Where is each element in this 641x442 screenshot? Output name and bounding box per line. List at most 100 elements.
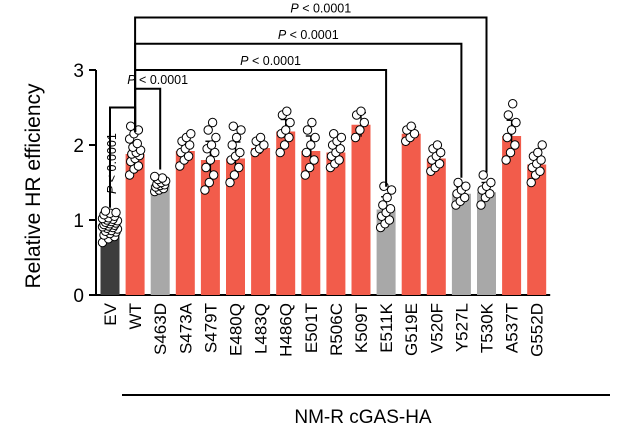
data-point [275,147,285,158]
data-point [305,162,315,173]
category-label: A537T [503,303,522,353]
category-label: WT [126,303,145,329]
data-point [227,140,237,150]
data-point [378,200,388,210]
category-label: E501T [302,303,321,353]
p-value-label: P < 0.0001 [127,73,188,87]
data-point [203,125,213,135]
data-point [207,117,218,128]
bar-g519e [401,133,421,295]
p-value-label: P < 0.0001 [240,54,301,68]
data-point [501,155,511,165]
axes: 0 1 2 3 [73,61,551,307]
category-label: EV [101,302,120,325]
y-tick-label: 0 [73,286,84,307]
bar-wt [125,154,145,295]
data-point [506,125,517,135]
bar-g552d [527,164,547,295]
bar-v520f [426,158,446,295]
data-point [302,125,313,135]
data-point [150,171,160,182]
data-point [503,110,513,120]
data-point [236,125,246,135]
data-point [234,162,244,173]
category-label: S463D [151,303,170,355]
data-points [97,99,547,248]
data-point [478,170,488,180]
p-value-label: P < 0.0001 [278,28,339,42]
category-label: G552D [528,303,547,357]
data-point [204,177,215,188]
y-axis-label: Relative HR efficiency [22,83,45,289]
data-point [510,140,520,150]
p-value-label: P < 0.0001 [105,133,119,194]
data-point [432,140,443,150]
category-label: G519E [402,303,421,356]
data-point [329,129,339,139]
bars [100,112,547,295]
y-tick-label: 2 [73,136,84,157]
data-point [231,132,242,143]
category-label: Y527L [452,303,471,352]
category-label: E480Q [227,303,246,356]
data-point [301,147,312,158]
data-point [225,177,235,188]
category-label: R506C [327,303,346,356]
data-point [526,177,536,188]
data-point [157,173,168,183]
significance-brackets: P < 0.0001 P < 0.0001 P < 0.0001 P < 0.0001… [105,2,488,208]
data-point [453,177,463,188]
category-label: V520F [427,303,446,353]
comparison-bracket [109,106,137,208]
data-point [200,185,210,195]
bar-s473a [175,151,195,295]
data-point [486,177,496,188]
data-point [206,140,217,150]
data-point [229,170,240,180]
data-point [356,106,366,116]
data-point [502,132,512,143]
data-point [359,117,369,128]
data-point [205,155,216,165]
category-label: H486Q [277,303,296,357]
data-point [279,140,290,150]
data-point [476,200,486,210]
data-point [461,181,471,191]
category-labels: EV WT S463D S473A S479T E480Q L483Q H486Q E501T R… [101,302,547,357]
bar-e501t [301,151,321,295]
category-label: S473A [176,302,195,354]
data-point [505,147,516,158]
data-point [310,132,320,143]
bar-k509t [351,124,371,295]
bar-t530k [477,192,496,295]
bar-y527l [451,193,471,295]
data-point [382,192,392,203]
group-label: NM-R cGAS-HA [294,407,432,428]
data-point [511,117,521,128]
p-value-label: P < 0.0001 [290,2,351,16]
data-point [100,206,111,216]
data-point [406,121,416,131]
data-point [126,121,136,131]
data-point [211,132,221,143]
data-point [255,132,266,143]
category-label: L483Q [252,303,271,354]
data-point [282,106,292,116]
bar-a537t [502,136,522,295]
bar-s463d [150,184,170,295]
data-point [306,140,316,150]
data-point [235,147,245,158]
category-label: K509T [352,303,371,353]
data-point [132,138,143,149]
data-point [281,125,291,135]
data-point [309,155,319,165]
data-point [285,117,295,128]
data-point [355,125,365,135]
data-point [209,170,219,180]
data-point [533,147,543,158]
bar-l483q [251,148,271,295]
data-point [537,140,547,150]
category-label: S479T [201,303,220,353]
bar-r506c [326,152,346,295]
